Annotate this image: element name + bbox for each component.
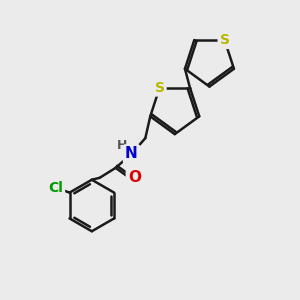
Text: Cl: Cl [48, 181, 63, 195]
Text: S: S [220, 33, 230, 47]
Text: S: S [154, 80, 165, 94]
Text: O: O [128, 170, 141, 185]
Text: H: H [117, 139, 128, 152]
Text: N: N [125, 146, 138, 161]
